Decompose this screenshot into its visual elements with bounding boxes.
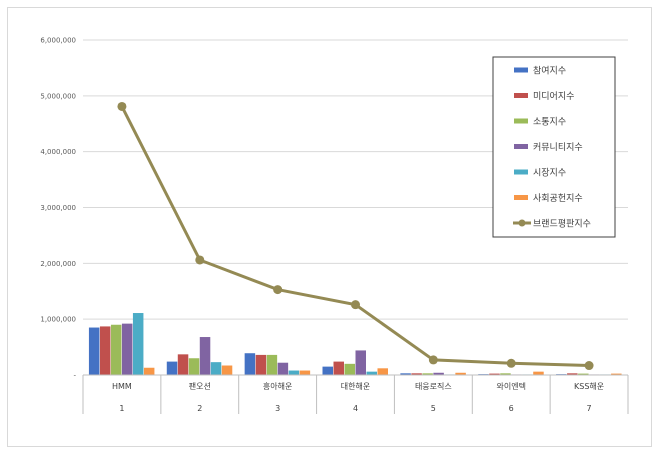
bar — [221, 365, 233, 375]
bar — [255, 354, 267, 375]
x-rank-label: 1 — [119, 404, 124, 413]
legend-label: 시장지수 — [533, 168, 566, 179]
bar — [578, 373, 589, 375]
line-point — [117, 101, 127, 111]
x-category-label: 대한해운 — [341, 381, 370, 391]
legend-label: 사회공헌지수 — [533, 193, 583, 204]
bar — [121, 323, 133, 375]
x-rank-label: 7 — [587, 404, 592, 413]
bar — [199, 337, 211, 375]
bar — [88, 327, 100, 375]
x-category-label: 태웅로직스 — [415, 381, 452, 391]
x-category-label: 흥아해운 — [263, 381, 292, 391]
bar — [244, 353, 256, 375]
x-rank-label: 6 — [509, 404, 514, 413]
bar — [567, 373, 578, 375]
bar — [99, 326, 111, 375]
x-category-label: 팬오션 — [189, 381, 211, 391]
bar — [433, 372, 444, 375]
bar — [422, 373, 433, 375]
x-category-label: HMM — [112, 382, 132, 391]
bar — [500, 373, 511, 375]
bar — [322, 366, 333, 375]
legend-label: 소통지수 — [533, 117, 566, 128]
bar — [489, 373, 500, 375]
x-rank-label: 5 — [431, 404, 436, 413]
bar — [366, 371, 377, 375]
bar — [299, 370, 311, 375]
line-point — [273, 285, 283, 295]
legend-label: 브랜드평판지수 — [533, 219, 591, 230]
line-point — [584, 361, 594, 371]
bar — [177, 354, 189, 375]
bar — [288, 370, 300, 375]
bar — [455, 372, 466, 375]
y-tick-label: 5,000,000 — [40, 92, 76, 100]
y-tick-label: 2,000,000 — [40, 260, 76, 268]
bar — [377, 368, 388, 375]
bar — [411, 373, 422, 375]
bar — [132, 313, 144, 375]
legend-swatch — [514, 93, 528, 98]
legend-swatch — [514, 195, 528, 200]
y-tick-label: 1,000,000 — [40, 316, 76, 324]
bar — [143, 367, 155, 375]
legend-swatch — [514, 144, 528, 149]
legend-marker — [518, 219, 526, 227]
x-category-label: KSS해운 — [574, 381, 604, 391]
legend-label: 커뮤니티지수 — [533, 142, 583, 153]
bar — [166, 361, 178, 375]
y-tick-label: 4,000,000 — [40, 148, 76, 156]
bar — [266, 354, 278, 375]
legend-swatch — [514, 67, 528, 73]
line-point — [195, 255, 205, 265]
bar — [611, 373, 622, 375]
bar — [333, 361, 344, 375]
bar — [110, 324, 122, 375]
legend-label: 미디어지수 — [533, 91, 574, 102]
bar — [277, 362, 289, 375]
bar — [355, 350, 366, 375]
y-tick-label: 3,000,000 — [40, 204, 76, 212]
legend-swatch — [514, 169, 528, 175]
line-point — [428, 355, 438, 365]
bar — [344, 363, 355, 375]
line-point — [351, 300, 360, 310]
legend-box — [492, 56, 616, 238]
y-tick-label: - — [73, 372, 76, 380]
line-point — [506, 358, 516, 368]
x-rank-label: 3 — [275, 404, 280, 413]
legend-label: 참여지수 — [533, 65, 566, 77]
bar — [188, 358, 200, 375]
legend-swatch — [514, 118, 528, 124]
bar — [400, 373, 411, 375]
bar — [533, 371, 544, 375]
y-tick-label: 6,000,000 — [40, 37, 76, 45]
x-rank-label: 2 — [197, 404, 202, 413]
x-rank-label: 4 — [353, 404, 358, 413]
bar — [210, 362, 222, 375]
x-category-label: 와이엔텍 — [496, 381, 525, 391]
